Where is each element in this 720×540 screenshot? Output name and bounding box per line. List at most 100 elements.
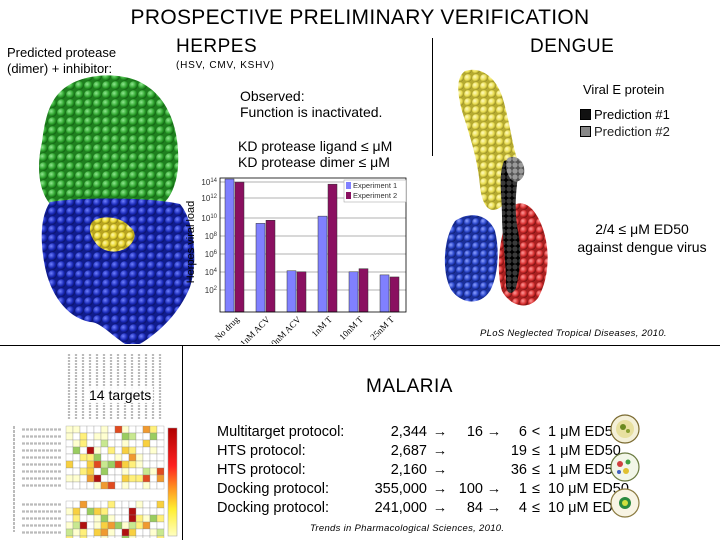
heatmap-cell	[135, 521, 144, 530]
heatmap-cell	[114, 453, 123, 462]
heatmap-cell	[93, 467, 102, 476]
chart-bar-experiment-2	[296, 271, 307, 313]
heatmap-cell	[72, 446, 81, 455]
heatmap-colorbar	[167, 427, 178, 537]
chart-ytick-label: 104	[205, 268, 218, 277]
heatmap-cell	[128, 474, 137, 483]
heatmap-cell	[135, 432, 144, 441]
heatmap-cell	[114, 535, 123, 538]
heatmap-cell	[121, 521, 130, 530]
horizontal-divider	[0, 345, 720, 346]
heatmap-cell	[93, 460, 102, 469]
heatmap-cell	[128, 500, 137, 509]
heatmap-cell	[107, 481, 116, 490]
heatmap-cell	[100, 535, 109, 538]
heatmap-cell	[65, 453, 74, 462]
chart-gridlines	[220, 181, 406, 291]
heatmap-cell	[114, 474, 123, 483]
chart-xtick-label: 25nM T	[368, 314, 396, 342]
protocol-cmp: ≤	[532, 481, 540, 497]
heatmap-cell	[128, 535, 137, 538]
heatmap-cell	[142, 453, 151, 462]
chart-ytick-label: 102	[205, 286, 218, 295]
chart-ytick-label: 108	[205, 232, 218, 241]
heatmap-cell	[135, 474, 144, 483]
heatmap-cell	[72, 439, 81, 448]
heatmap-cell	[72, 500, 81, 509]
heatmap-cell	[149, 439, 158, 448]
heatmap-cell	[107, 446, 116, 455]
heatmap-cell	[156, 439, 165, 448]
protocol-cmp: ≤	[532, 500, 540, 516]
heatmap-cell	[114, 481, 123, 490]
heatmap-cell	[72, 453, 81, 462]
viral-e-protein-label: Viral E protein	[583, 82, 665, 97]
protease-monomer-blue	[41, 198, 195, 344]
protocol-name: Multitarget protocol:	[217, 424, 345, 440]
heatmap-cell	[121, 474, 130, 483]
heatmap-cell	[142, 514, 151, 523]
heatmap-cell	[114, 507, 123, 516]
heatmap-cell	[86, 467, 95, 476]
heatmap-cell	[72, 432, 81, 441]
heatmap-cell	[93, 500, 102, 509]
heatmap-cell	[135, 460, 144, 469]
protocol-mid: 16	[466, 424, 483, 440]
culture-plate-icon	[610, 488, 640, 518]
heatmap-cell	[121, 425, 130, 434]
protocol-mid: 84	[466, 500, 483, 516]
chart-ytick-label: 1010	[201, 214, 217, 223]
heatmap-cell	[100, 528, 109, 537]
heatmap-cell	[121, 446, 130, 455]
observed-label: Observed:	[240, 88, 305, 104]
heatmap-cell	[86, 514, 95, 523]
heatmap-cell	[100, 432, 109, 441]
heatmap-cell	[72, 528, 81, 537]
heatmap-cell	[93, 432, 102, 441]
heatmap-cell	[156, 425, 165, 434]
heatmap-cell	[149, 507, 158, 516]
heatmap-cell	[156, 481, 165, 490]
heatmap-cell	[107, 535, 116, 538]
heatmap-cell	[135, 439, 144, 448]
chart-bar-experiment-1	[379, 274, 390, 313]
heatmap-cell	[100, 500, 109, 509]
heatmap-cell	[79, 514, 88, 523]
heatmap-cell	[142, 460, 151, 469]
heatmap-cell	[65, 467, 74, 476]
heatmap-cell	[86, 425, 95, 434]
protocol-end: 36	[510, 462, 527, 478]
protocol-cmp: ≤	[532, 443, 540, 459]
kd-ligand-text: KD protease ligand ≤ μM	[238, 138, 393, 154]
heatmap-cell	[86, 481, 95, 490]
heatmap-cell	[107, 439, 116, 448]
protocol-arrow2	[483, 442, 505, 461]
heatmap-cell	[93, 453, 102, 462]
heatmap-cell	[79, 528, 88, 537]
heatmap-cell	[135, 467, 144, 476]
heatmap-cell	[156, 474, 165, 483]
heatmap-cell	[79, 500, 88, 509]
heatmap-cell	[100, 474, 109, 483]
heatmap-cell	[65, 460, 74, 469]
malaria-protocol-table: Multitarget protocol: 2,344 → 16 → 6 <1 μM ED5…	[217, 423, 637, 518]
heatmap-cell	[93, 481, 102, 490]
dengue-result-line-1: 2/4 ≤ μM ED50	[595, 221, 689, 237]
heatmap-cell	[100, 425, 109, 434]
heatmap-cell	[107, 500, 116, 509]
heatmap-cell	[135, 481, 144, 490]
chart-ylabel: Herpes viral load	[185, 201, 197, 284]
heatmap-cell	[65, 507, 74, 516]
dengue-citation: PLoS Neglected Tropical Diseases, 2010.	[480, 328, 667, 339]
heatmap-cell	[149, 460, 158, 469]
heatmap-cell	[156, 535, 165, 538]
heatmap-cell	[107, 425, 116, 434]
chart-bar-experiment-2	[358, 268, 369, 313]
chart-bar-experiment-2	[389, 276, 400, 313]
heatmap-cell	[86, 507, 95, 516]
heatmap-cell	[142, 425, 151, 434]
protocol-row: HTS protocol: 2,160 → 36 ≤1 μM ED50	[217, 461, 637, 480]
heatmap-cell	[100, 521, 109, 530]
